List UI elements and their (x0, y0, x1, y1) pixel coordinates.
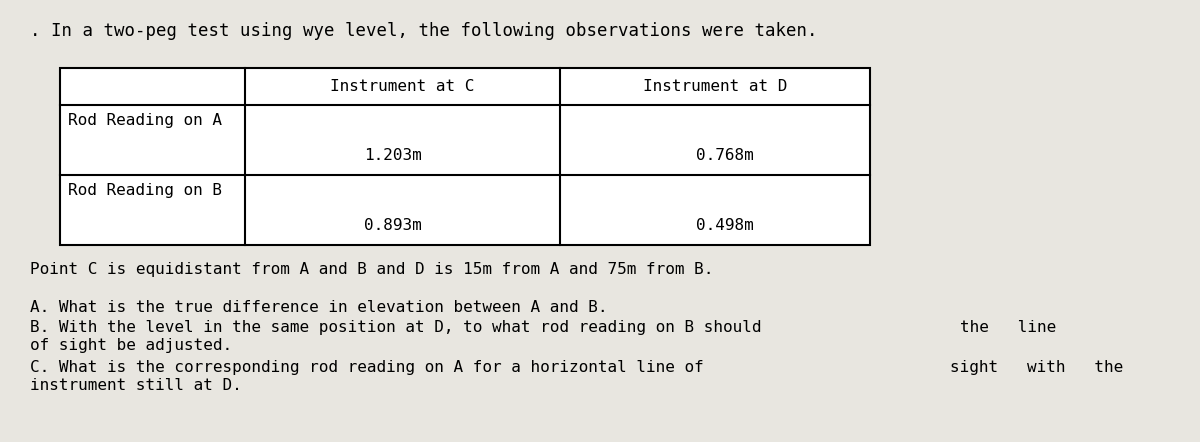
Text: C. What is the corresponding rod reading on A for a horizontal line of: C. What is the corresponding rod reading… (30, 360, 703, 375)
Text: Instrument at C: Instrument at C (330, 79, 475, 94)
Text: instrument still at D.: instrument still at D. (30, 378, 241, 393)
Text: sight   with   the: sight with the (950, 360, 1123, 375)
Text: A. What is the true difference in elevation between A and B.: A. What is the true difference in elevat… (30, 300, 607, 315)
Bar (60, 68, 870, 245)
Text: Rod Reading on A: Rod Reading on A (68, 113, 222, 128)
Text: 0.498m: 0.498m (696, 218, 754, 233)
Text: 0.893m: 0.893m (364, 218, 421, 233)
Text: 0.768m: 0.768m (696, 148, 754, 163)
Text: Point C is equidistant from A and B and D is 15m from A and 75m from B.: Point C is equidistant from A and B and … (30, 262, 713, 277)
Text: of sight be adjusted.: of sight be adjusted. (30, 338, 232, 353)
Text: 1.203m: 1.203m (364, 148, 421, 163)
Text: B. With the level in the same position at D, to what rod reading on B should: B. With the level in the same position a… (30, 320, 762, 335)
Bar (60, 68, 870, 245)
Text: Rod Reading on B: Rod Reading on B (68, 183, 222, 198)
Text: . In a two-peg test using wye level, the following observations were taken.: . In a two-peg test using wye level, the… (30, 22, 817, 40)
Text: Instrument at D: Instrument at D (643, 79, 787, 94)
Text: the   line: the line (960, 320, 1056, 335)
